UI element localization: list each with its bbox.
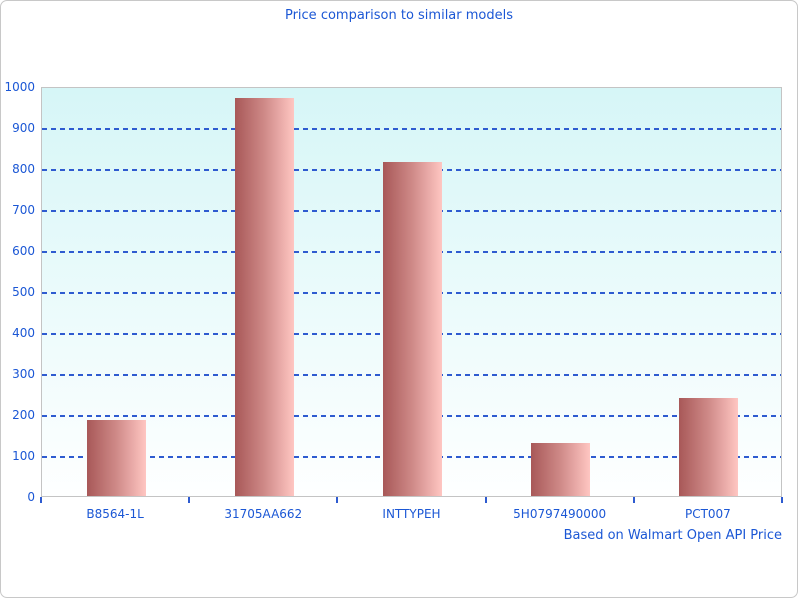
x-category-label: 31705AA662 bbox=[224, 507, 303, 521]
x-axis-tick bbox=[40, 497, 42, 503]
y-tick-label: 500 bbox=[12, 285, 35, 299]
y-tick-label: 300 bbox=[12, 367, 35, 381]
bar-31705AA662 bbox=[234, 98, 294, 496]
bar-5H0797490000 bbox=[531, 442, 591, 496]
y-tick-label: 100 bbox=[12, 449, 35, 463]
x-axis-tick bbox=[781, 497, 783, 503]
x-axis-tick bbox=[484, 497, 487, 503]
x-category-label: PCT007 bbox=[684, 507, 731, 521]
chart-title: Price comparison to similar models bbox=[284, 8, 514, 23]
x-category-label: B8564-1L bbox=[86, 507, 144, 521]
gridline bbox=[42, 128, 781, 130]
bar-PCT007 bbox=[679, 397, 739, 496]
y-tick-label: 700 bbox=[12, 203, 35, 217]
y-tick-label: 600 bbox=[12, 244, 35, 258]
x-axis-tick bbox=[188, 497, 191, 503]
plot-area bbox=[41, 87, 782, 497]
y-tick-label: 1000 bbox=[4, 80, 35, 94]
x-category-label: INTTYPEH bbox=[382, 507, 441, 521]
chart-footer: Based on Walmart Open API Price bbox=[563, 528, 782, 543]
x-axis-tick bbox=[632, 497, 635, 503]
x-category-label: 5H0797490000 bbox=[513, 507, 607, 521]
y-tick-label: 400 bbox=[12, 326, 35, 340]
y-tick-label: 900 bbox=[12, 121, 35, 135]
y-tick-label: 200 bbox=[12, 408, 35, 422]
y-tick-label: 800 bbox=[12, 162, 35, 176]
bar-INTTYPEH bbox=[383, 161, 442, 496]
x-axis-tick bbox=[336, 497, 339, 503]
bar-B8564-1L bbox=[86, 420, 146, 496]
y-tick-label: 0 bbox=[27, 490, 35, 504]
